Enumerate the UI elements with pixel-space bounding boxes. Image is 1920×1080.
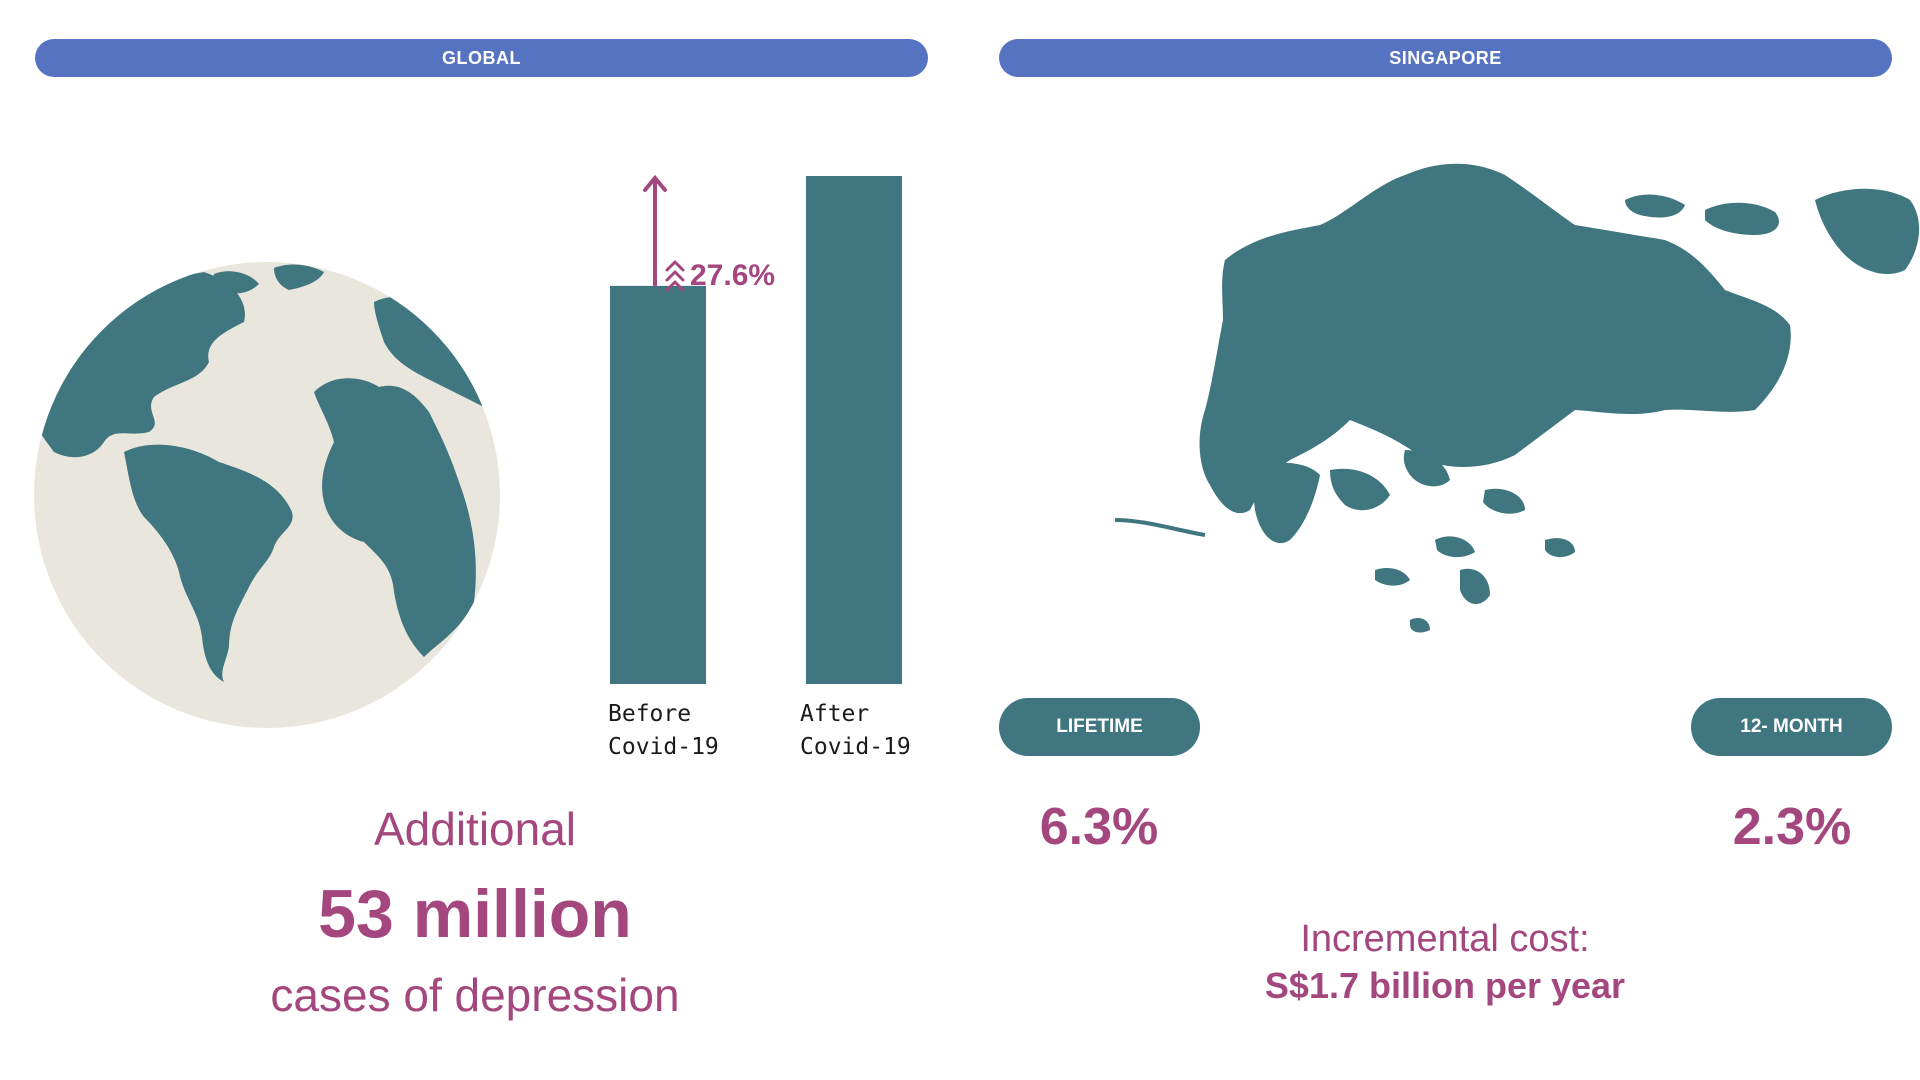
bar-before: [610, 285, 706, 684]
arrow-up-icon: [643, 174, 667, 192]
global-header: GLOBAL: [35, 39, 928, 77]
cost-value: S$1.7 billion per year: [1264, 965, 1626, 1006]
stat-suffix: cases of depression: [270, 969, 680, 1021]
lifetime-value: 6.3%: [1039, 798, 1159, 856]
singapore-map-icon: [1114, 163, 1920, 633]
covid-bar-chart: [610, 174, 902, 684]
twelve-month-value: 2.3%: [1732, 798, 1852, 856]
cost-label: Incremental cost:: [1300, 918, 1590, 960]
bar-label-before: Before Covid-19: [608, 701, 719, 760]
bar-after: [806, 176, 902, 684]
double-chevron-up-icon: [665, 260, 685, 292]
lifetime-pill: LIFETIME: [999, 698, 1200, 756]
singapore-header: SINGAPORE: [999, 39, 1892, 77]
change-value: 27.6%: [690, 259, 776, 292]
change-annotation: 27.6%: [664, 258, 775, 294]
earth-globe-icon: [34, 262, 500, 728]
twelve-month-pill: 12- MONTH: [1691, 698, 1892, 756]
stat-prefix: Additional: [373, 803, 577, 855]
bar-label-after: After Covid-19: [800, 701, 911, 760]
stat-value: 53 million: [318, 876, 632, 952]
